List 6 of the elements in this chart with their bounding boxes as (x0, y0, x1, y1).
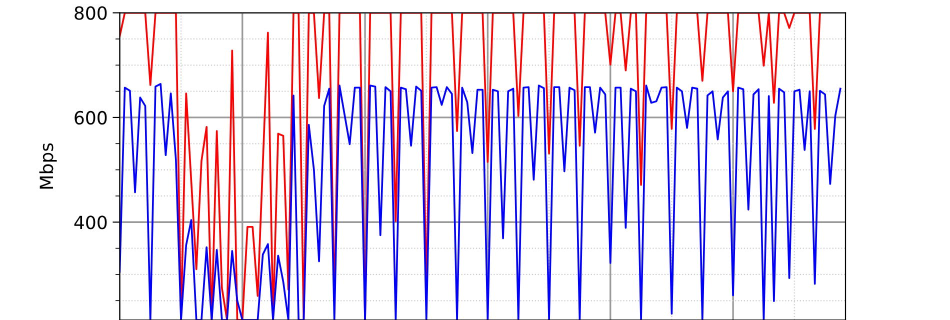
y-tick-label: 600 (74, 110, 107, 125)
line-series (120, 83, 842, 320)
line-series (120, 12, 821, 320)
y-tick-label: 800 (74, 6, 107, 20)
y-axis-title: Mbps (39, 143, 57, 189)
y-tick-label: 400 (74, 216, 107, 230)
